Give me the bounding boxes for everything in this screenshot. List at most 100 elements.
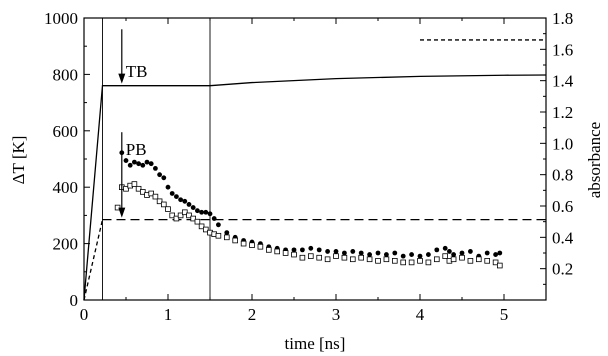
filled-circle-point — [392, 250, 398, 256]
left-y-tick-label: 0 — [70, 291, 79, 310]
open-square-point — [400, 259, 406, 266]
open-square-point — [249, 242, 255, 248]
open-square-point — [417, 258, 423, 264]
left-y-tick-label: 800 — [53, 65, 79, 84]
open-square-point — [131, 181, 138, 187]
open-square-point — [459, 254, 465, 261]
open-square-point — [366, 256, 373, 263]
series-line-0 — [83, 74, 547, 301]
open-square-point — [383, 256, 390, 263]
annotation-arrowhead — [118, 73, 126, 84]
open-square-point — [467, 258, 474, 264]
open-square-point — [232, 237, 239, 244]
open-square-point — [433, 256, 440, 263]
filled-circle-point — [216, 222, 221, 228]
open-square-point — [391, 258, 398, 264]
filled-circle-point — [459, 250, 465, 256]
open-square-point — [475, 256, 482, 263]
filled-circle-point — [308, 245, 314, 251]
open-square-point — [450, 256, 457, 263]
open-square-point — [484, 258, 490, 264]
filled-circle-point — [300, 247, 305, 253]
open-square-point — [169, 212, 176, 219]
open-square-point — [307, 253, 314, 259]
open-square-point — [139, 189, 146, 195]
right-y-axis-title: absorbance — [585, 122, 604, 198]
left-y-tick-label: 600 — [53, 122, 79, 141]
annotation-arrowhead — [118, 207, 126, 218]
filled-circle-point — [333, 249, 339, 254]
right-y-tick-label: 1.6 — [552, 40, 573, 59]
open-square-point — [173, 215, 180, 222]
open-square-point — [215, 232, 222, 239]
open-square-point — [358, 254, 364, 261]
filled-circle-point — [367, 252, 372, 257]
right-y-tick-label: 0.8 — [552, 166, 573, 185]
x-tick-label: 0 — [80, 305, 89, 324]
filled-circle-point — [426, 252, 431, 257]
open-square-point — [442, 253, 448, 259]
filled-circle-point — [224, 230, 230, 236]
x-tick-label: 4 — [416, 305, 425, 324]
filled-circle-point — [178, 197, 184, 203]
filled-circle-point — [493, 252, 498, 257]
filled-circle-point — [384, 252, 389, 257]
open-square-point — [324, 256, 331, 263]
left-y-tick-label: 400 — [53, 178, 79, 197]
filled-circle-point — [375, 250, 381, 256]
annotation-label-tb: TB — [126, 62, 148, 81]
filled-circle-point — [161, 175, 167, 181]
filled-circle-point — [468, 249, 473, 254]
left-y-tick-label: 200 — [53, 235, 79, 254]
open-square-point — [257, 243, 264, 250]
filled-circle-point — [199, 209, 205, 215]
open-square-point — [265, 247, 272, 253]
filled-circle-point — [291, 247, 297, 253]
filled-circle-point — [148, 161, 154, 167]
filled-circle-point — [144, 159, 150, 165]
filled-circle-point — [451, 252, 456, 257]
open-square-point — [190, 215, 197, 222]
open-square-point — [425, 259, 432, 266]
open-square-point — [316, 254, 322, 261]
open-square-point — [299, 254, 306, 261]
x-tick-label: 5 — [500, 305, 509, 324]
open-square-point — [156, 198, 163, 205]
open-square-point — [349, 256, 356, 263]
filled-circle-point — [195, 208, 200, 214]
filled-circle-point — [447, 249, 452, 254]
open-square-point — [223, 234, 230, 241]
right-y-tick-label: 1.2 — [552, 103, 573, 122]
open-square-point — [274, 248, 280, 255]
filled-circle-point — [169, 191, 175, 196]
open-square-point — [375, 258, 381, 264]
open-square-point — [408, 259, 415, 266]
filled-circle-point — [136, 161, 142, 167]
open-square-point — [496, 262, 503, 269]
filled-circle-point — [497, 250, 503, 256]
open-square-point — [198, 223, 205, 230]
filled-circle-point — [417, 253, 423, 259]
filled-circle-point — [190, 205, 196, 210]
x-tick-label: 1 — [164, 305, 173, 324]
open-square-point — [135, 185, 142, 192]
filled-circle-point — [434, 247, 440, 253]
right-y-tick-label: 0.2 — [552, 260, 573, 279]
filled-circle-point — [325, 249, 330, 254]
filled-circle-point — [484, 250, 490, 256]
filled-circle-point — [165, 184, 171, 190]
open-square-point — [282, 250, 289, 256]
filled-circle-point — [400, 253, 406, 259]
right-y-tick-label: 1.4 — [552, 72, 574, 91]
filled-circle-point — [132, 159, 137, 165]
filled-circle-point — [140, 162, 146, 168]
open-square-point — [240, 240, 247, 247]
x-axis-title: time [ns] — [285, 334, 346, 353]
filled-circle-point — [186, 202, 192, 207]
open-square-point — [160, 201, 167, 208]
open-square-point — [333, 253, 339, 259]
left-y-tick-label: 1000 — [44, 9, 78, 28]
right-y-tick-label: 1.0 — [552, 134, 573, 153]
x-tick-label: 3 — [332, 305, 341, 324]
